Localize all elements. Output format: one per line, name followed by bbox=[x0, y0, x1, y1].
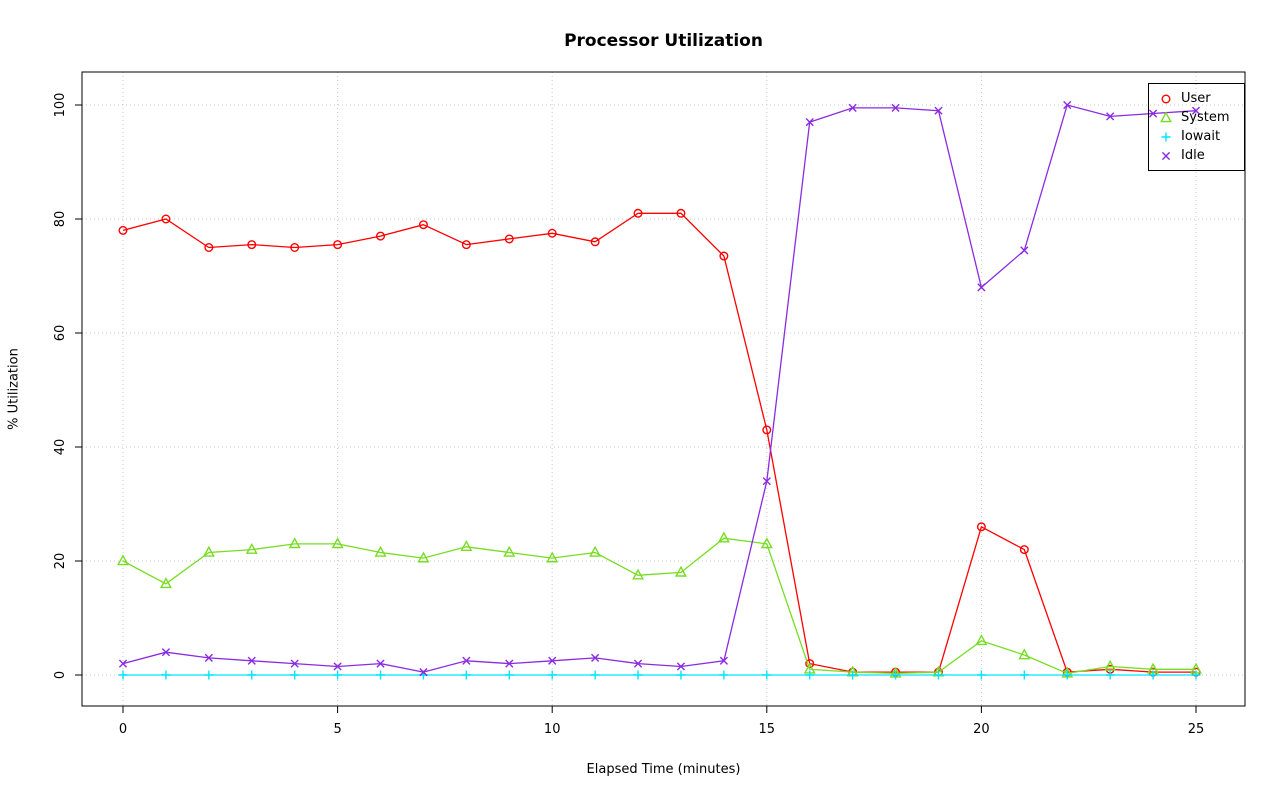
plus-marker-icon bbox=[1161, 132, 1171, 141]
svg-text:20: 20 bbox=[53, 553, 68, 570]
legend-item: User bbox=[1149, 89, 1244, 108]
svg-text:5: 5 bbox=[333, 722, 341, 737]
circle-marker-icon bbox=[1161, 93, 1171, 103]
x-axis-label: Elapsed Time (minutes) bbox=[586, 762, 741, 777]
legend-label: Idle bbox=[1181, 148, 1205, 163]
legend-item: Idle bbox=[1149, 146, 1244, 165]
chart-title: Processor Utilization bbox=[564, 31, 763, 51]
svg-text:15: 15 bbox=[759, 722, 776, 737]
svg-text:40: 40 bbox=[53, 439, 68, 456]
svg-text:0: 0 bbox=[119, 722, 127, 737]
triangle-marker-icon bbox=[1160, 110, 1172, 122]
legend: User System Iowait Idle bbox=[1148, 83, 1245, 171]
svg-text:80: 80 bbox=[53, 211, 68, 228]
svg-text:0: 0 bbox=[53, 671, 68, 679]
legend-item: System bbox=[1149, 108, 1244, 127]
svg-text:25: 25 bbox=[1188, 722, 1205, 737]
legend-label: System bbox=[1181, 110, 1230, 125]
legend-item: Iowait bbox=[1149, 127, 1244, 146]
svg-text:60: 60 bbox=[53, 325, 68, 342]
x-marker-icon bbox=[1161, 151, 1171, 160]
svg-text:10: 10 bbox=[544, 722, 561, 737]
svg-text:100: 100 bbox=[53, 93, 68, 118]
legend-label: Iowait bbox=[1181, 129, 1221, 144]
svg-text:20: 20 bbox=[973, 722, 990, 737]
legend-label: User bbox=[1181, 91, 1211, 106]
